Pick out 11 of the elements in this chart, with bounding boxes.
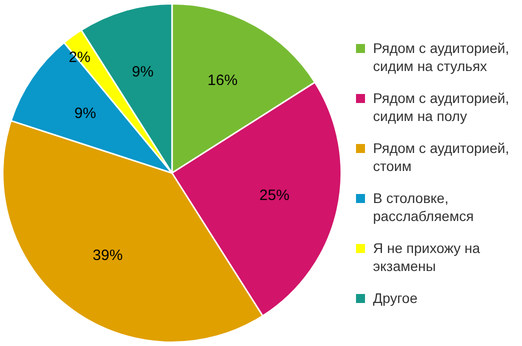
legend-label: Рядом с аудиторией, сидим на полу: [373, 89, 510, 125]
data-label: 25%: [259, 187, 290, 204]
legend-label: Я не прихожу на экзамены: [373, 239, 481, 275]
legend-label: Другое: [373, 289, 418, 307]
data-label: 39%: [92, 247, 123, 264]
data-label: 9%: [132, 63, 154, 80]
legend-label: Рядом с аудиторией, стоим: [373, 139, 510, 175]
legend-label: Рядом с аудиторией, сидим на стульях: [373, 39, 510, 75]
legend-label: В столовке, расслабляемся: [373, 189, 475, 225]
data-label: 9%: [74, 105, 96, 122]
data-label: 16%: [208, 72, 238, 90]
